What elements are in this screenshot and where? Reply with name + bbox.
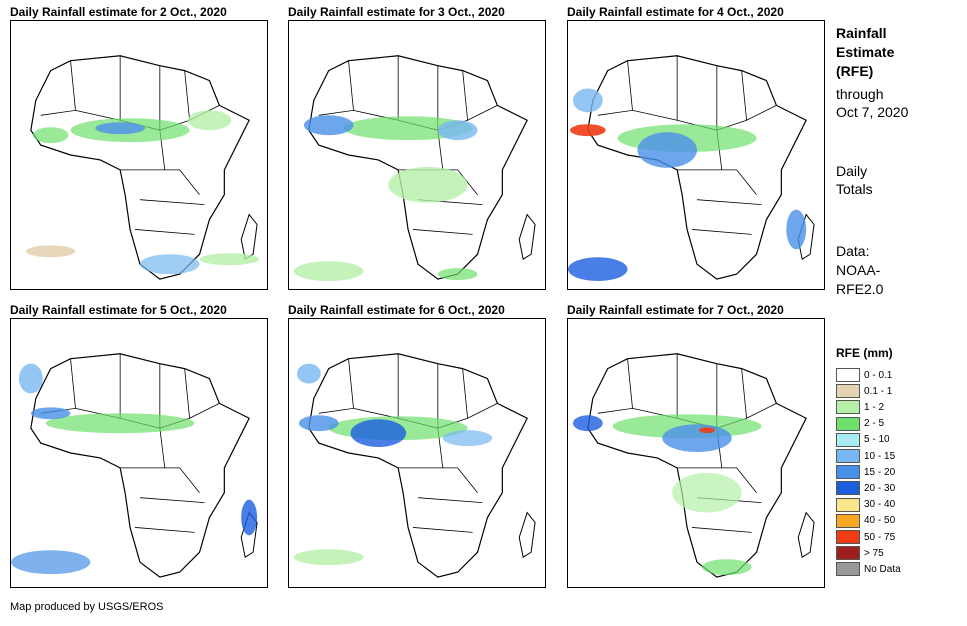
rainfall-map-oct-5 [10, 318, 268, 588]
legend-heading-line3: (RFE) [836, 63, 874, 79]
rain-overlay [25, 110, 260, 275]
legend-row: 0 - 0.1 [836, 367, 892, 383]
rainfall-map-oct-2 [10, 20, 268, 290]
rainfall-map-oct-4 [567, 20, 825, 290]
legend-heading-line2: Estimate [836, 44, 895, 60]
legend-label: 0.1 - 1 [864, 385, 893, 397]
legend-label: > 75 [864, 547, 884, 559]
legend-swatch [836, 562, 860, 577]
legend-swatch [836, 384, 860, 399]
legend-swatch [836, 513, 860, 528]
legend-row: 40 - 50 [836, 513, 895, 529]
legend-swatch [836, 368, 860, 382]
legend-row: > 75 [836, 545, 884, 561]
legend-label: 1 - 2 [864, 401, 885, 413]
panel-title-1: Daily Rainfall estimate for 2 Oct., 2020 [10, 5, 227, 19]
legend-row: 10 - 15 [836, 448, 895, 464]
rain-overlay [293, 363, 493, 566]
legend-swatch [836, 432, 860, 447]
legend-label: No Data [864, 563, 901, 575]
legend-swatch [836, 465, 860, 480]
rain-overlay [11, 363, 258, 575]
legend-swatch [836, 497, 860, 512]
panel-title-5: Daily Rainfall estimate for 6 Oct., 2020 [288, 303, 505, 317]
legend-label: 15 - 20 [864, 466, 896, 478]
legend-label: 40 - 50 [864, 515, 896, 527]
data-source-1: Data: [836, 243, 870, 259]
through-label: through [836, 86, 884, 102]
map-svg [11, 353, 258, 578]
legend-label: 10 - 15 [864, 450, 896, 462]
legend-swatch [836, 449, 860, 463]
map-svg [293, 55, 536, 282]
legend-swatch [836, 400, 860, 415]
rainfall-map-oct-7 [567, 318, 825, 588]
panel-title-3: Daily Rainfall estimate for 4 Oct., 2020 [567, 5, 784, 19]
map-svg [25, 55, 260, 280]
daily-label-1: Daily [836, 163, 868, 179]
legend-row: 2 - 5 [836, 416, 884, 432]
legend-swatch [836, 416, 860, 431]
legend-row: 5 - 10 [836, 432, 890, 448]
rain-overlay [572, 414, 762, 576]
panel-title-6: Daily Rainfall estimate for 7 Oct., 2020 [567, 303, 784, 317]
legend-row: 15 - 20 [836, 464, 895, 480]
legend-row: 30 - 40 [836, 497, 895, 513]
rain-overlay [568, 88, 807, 282]
map-svg [568, 55, 815, 282]
legend-label: 50 - 75 [864, 531, 896, 543]
map-svg [572, 353, 815, 578]
map-svg [293, 353, 536, 578]
daily-label-2: Totals [836, 181, 873, 197]
legend-title: RFE (mm) [836, 346, 893, 360]
legend-row: 1 - 2 [836, 399, 884, 415]
legend-swatch [836, 530, 860, 544]
rainfall-map-oct-3 [288, 20, 546, 290]
legend-label: 30 - 40 [864, 499, 896, 511]
legend-label: 2 - 5 [864, 418, 885, 430]
legend-heading-line1: Rainfall [836, 25, 887, 41]
rainfall-map-oct-6 [288, 318, 546, 588]
panel-title-4: Daily Rainfall estimate for 5 Oct., 2020 [10, 303, 227, 317]
map-credit: Map produced by USGS/EROS [10, 601, 164, 613]
legend-row: 20 - 30 [836, 480, 895, 496]
legend-label: 5 - 10 [864, 434, 890, 446]
rain-overlay [293, 115, 478, 282]
legend-row: 50 - 75 [836, 529, 895, 545]
legend-label: 0 - 0.1 [864, 369, 893, 381]
legend-swatch [836, 481, 860, 496]
legend-row: 0.1 - 1 [836, 383, 892, 399]
legend-row: No Data [836, 561, 901, 577]
panel-title-2: Daily Rainfall estimate for 3 Oct., 2020 [288, 5, 505, 19]
through-date: Oct 7, 2020 [836, 104, 909, 120]
legend-label: 20 - 30 [864, 482, 896, 494]
data-source-2: NOAA- [836, 262, 881, 278]
data-source-3: RFE2.0 [836, 281, 884, 297]
legend-swatch [836, 546, 860, 561]
